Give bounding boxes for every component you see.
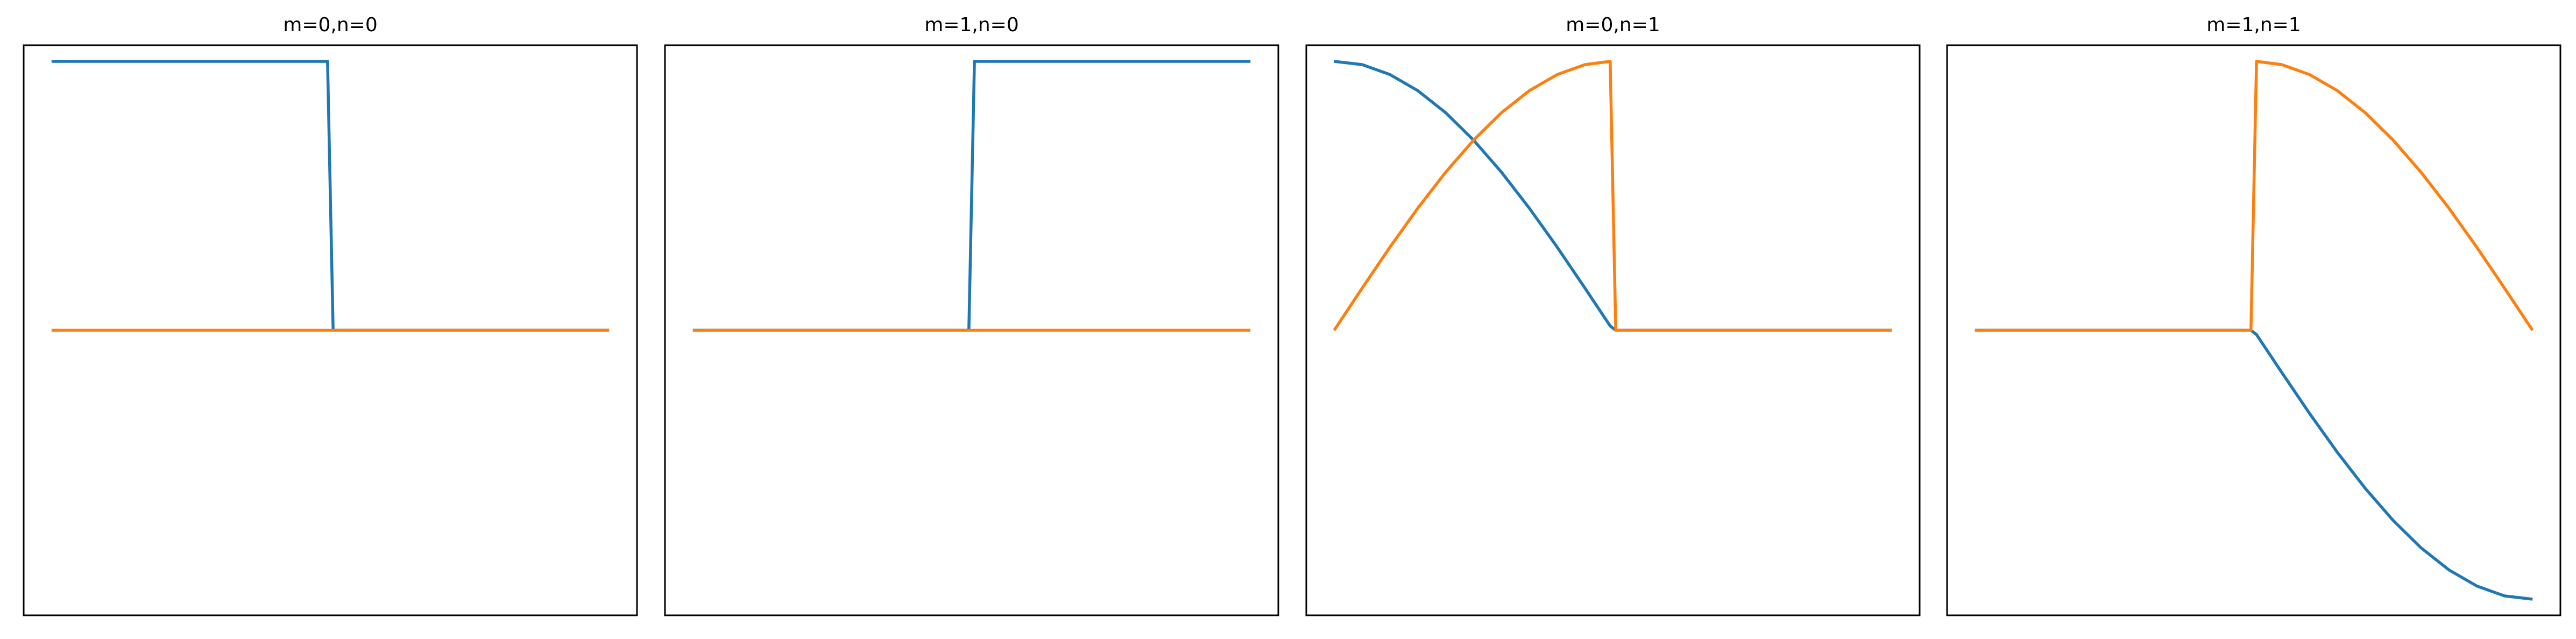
series-line-2 <box>1333 60 1892 332</box>
subplot-title: m=0,n=0 <box>283 14 377 36</box>
subplot-title: m=0,n=1 <box>1566 14 1660 36</box>
plot-area <box>692 60 1251 332</box>
plot-area <box>51 60 610 332</box>
subplot-2: m=1,n=0 <box>664 14 1279 616</box>
subplot-4: m=1,n=1 <box>1946 14 2561 616</box>
plot-area <box>1333 60 1892 332</box>
subplot-1: m=0,n=0 <box>23 14 638 616</box>
subplot-title: m=1,n=1 <box>2206 14 2301 36</box>
subplot-title: m=1,n=0 <box>924 14 1018 36</box>
subplot-3: m=0,n=1 <box>1305 14 1921 616</box>
plot-area <box>1975 60 2534 601</box>
series-line-2 <box>1975 60 2534 332</box>
